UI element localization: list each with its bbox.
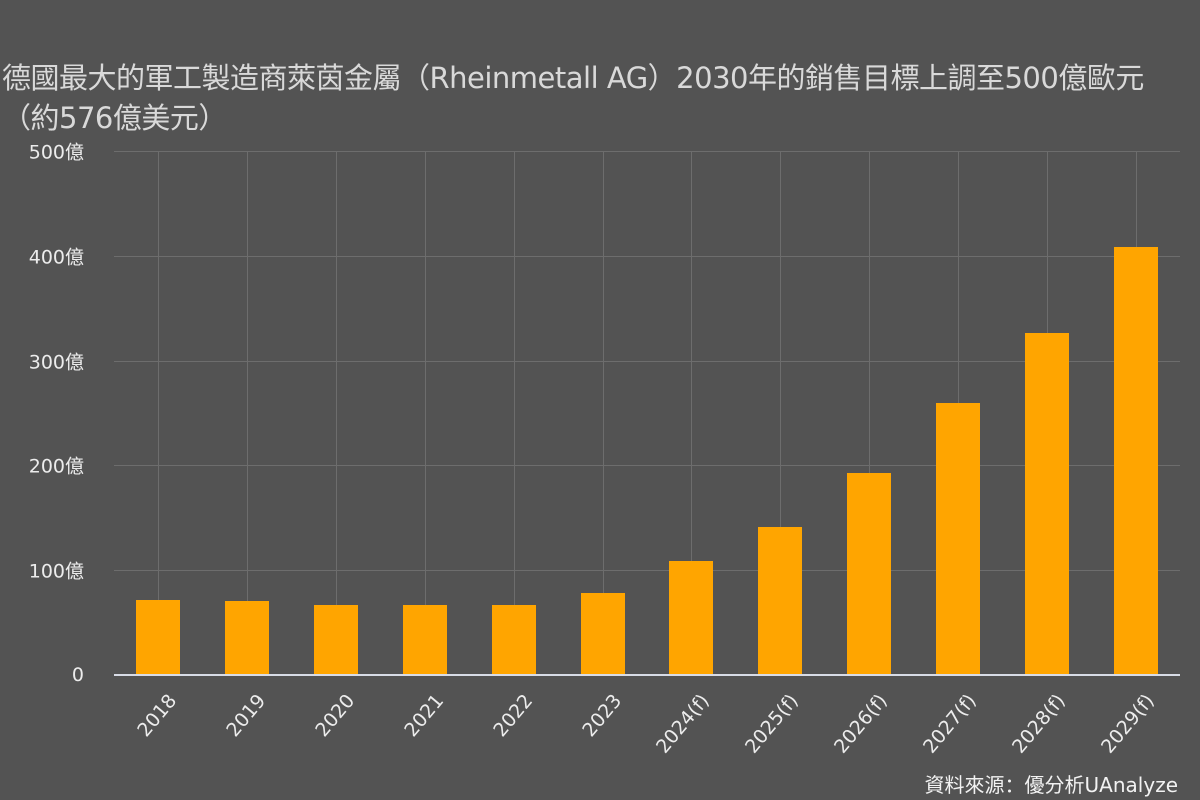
x-axis-tick-label: 2018	[133, 690, 182, 742]
gridline-vertical	[869, 151, 870, 675]
bar-2019	[225, 600, 270, 675]
x-axis-tick-label: 2022	[489, 690, 537, 742]
x-axis-line	[114, 674, 1180, 676]
gridline-vertical	[780, 151, 781, 675]
x-axis-tick-label: 2020	[311, 690, 360, 742]
y-axis-tick-label: 0	[71, 664, 84, 686]
chart-title: 德國最大的軍工製造商萊茵金屬（Rheinmetall AG）2030年的銷售目標…	[2, 61, 1144, 135]
x-axis-tick-label: 2029(f)	[1096, 690, 1159, 758]
gridline-horizontal	[114, 360, 1180, 362]
bar-2023	[580, 593, 625, 675]
x-axis-tick-label: 2021	[400, 690, 449, 742]
gridline-vertical	[514, 151, 515, 675]
gridline-horizontal	[114, 465, 1180, 467]
gridline-vertical	[603, 151, 604, 675]
bar-2026(f)	[847, 472, 892, 675]
gridline-horizontal	[114, 255, 1180, 257]
x-axis-tick-label: 2026(f)	[830, 690, 892, 758]
bar-2025(f)	[758, 527, 803, 675]
y-axis-tick-label: 500億	[28, 141, 84, 164]
x-axis-tick-label: 2019	[222, 690, 271, 742]
bar-2028(f)	[1024, 333, 1069, 675]
bar-2024(f)	[669, 560, 714, 675]
bar-2020	[314, 604, 359, 675]
gridline-vertical	[425, 151, 426, 675]
x-axis-tick-label: 2028(f)	[1007, 690, 1070, 758]
y-axis-tick-label: 100億	[28, 560, 84, 583]
y-axis-tick-label: 200億	[28, 455, 84, 478]
x-axis-tick-label: 2023	[577, 690, 626, 742]
gridline-horizontal	[114, 151, 1180, 152]
bar-2018	[136, 599, 181, 675]
x-axis-tick-label: 2027(f)	[918, 690, 981, 758]
gridline-vertical	[336, 151, 337, 675]
gridline-vertical	[158, 151, 159, 675]
bar-2021	[402, 604, 447, 675]
y-axis-tick-label: 400億	[28, 246, 84, 269]
gridline-horizontal	[114, 570, 1180, 572]
bar-2022	[491, 604, 536, 675]
gridline-vertical	[247, 151, 248, 675]
bar-2029(f)	[1113, 247, 1158, 675]
x-axis-tick-label: 2025(f)	[741, 690, 803, 758]
gridline-vertical	[691, 151, 692, 675]
x-axis-tick-label: 2024(f)	[652, 690, 715, 758]
y-axis-tick-label: 300億	[28, 351, 84, 374]
bar-2027(f)	[935, 402, 980, 675]
source-note: 資料來源：優分析UAnalyze	[924, 773, 1178, 797]
